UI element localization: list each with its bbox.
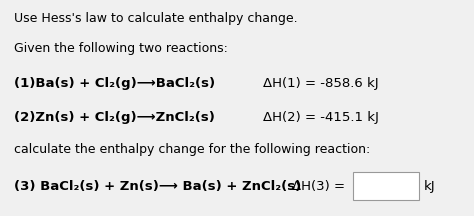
Text: kJ: kJ xyxy=(424,180,436,193)
Text: Use Hess's law to calculate enthalpy change.: Use Hess's law to calculate enthalpy cha… xyxy=(14,12,298,25)
Text: (3) BaCl₂(s) + Zn(s)⟶ Ba(s) + ZnCl₂(s): (3) BaCl₂(s) + Zn(s)⟶ Ba(s) + ZnCl₂(s) xyxy=(14,180,301,193)
Text: (1)Ba(s) + Cl₂(g)⟶BaCl₂(s): (1)Ba(s) + Cl₂(g)⟶BaCl₂(s) xyxy=(14,77,215,90)
Text: ΔH(2) = -415.1 kJ: ΔH(2) = -415.1 kJ xyxy=(263,111,379,124)
FancyBboxPatch shape xyxy=(353,172,419,200)
Text: Given the following two reactions:: Given the following two reactions: xyxy=(14,42,228,55)
Text: (2)Zn(s) + Cl₂(g)⟶ZnCl₂(s): (2)Zn(s) + Cl₂(g)⟶ZnCl₂(s) xyxy=(14,111,215,124)
Text: ΔH(1) = -858.6 kJ: ΔH(1) = -858.6 kJ xyxy=(263,77,379,90)
Text: calculate the enthalpy change for the following reaction:: calculate the enthalpy change for the fo… xyxy=(14,143,371,156)
Text: ΔH(3) =: ΔH(3) = xyxy=(292,180,345,193)
